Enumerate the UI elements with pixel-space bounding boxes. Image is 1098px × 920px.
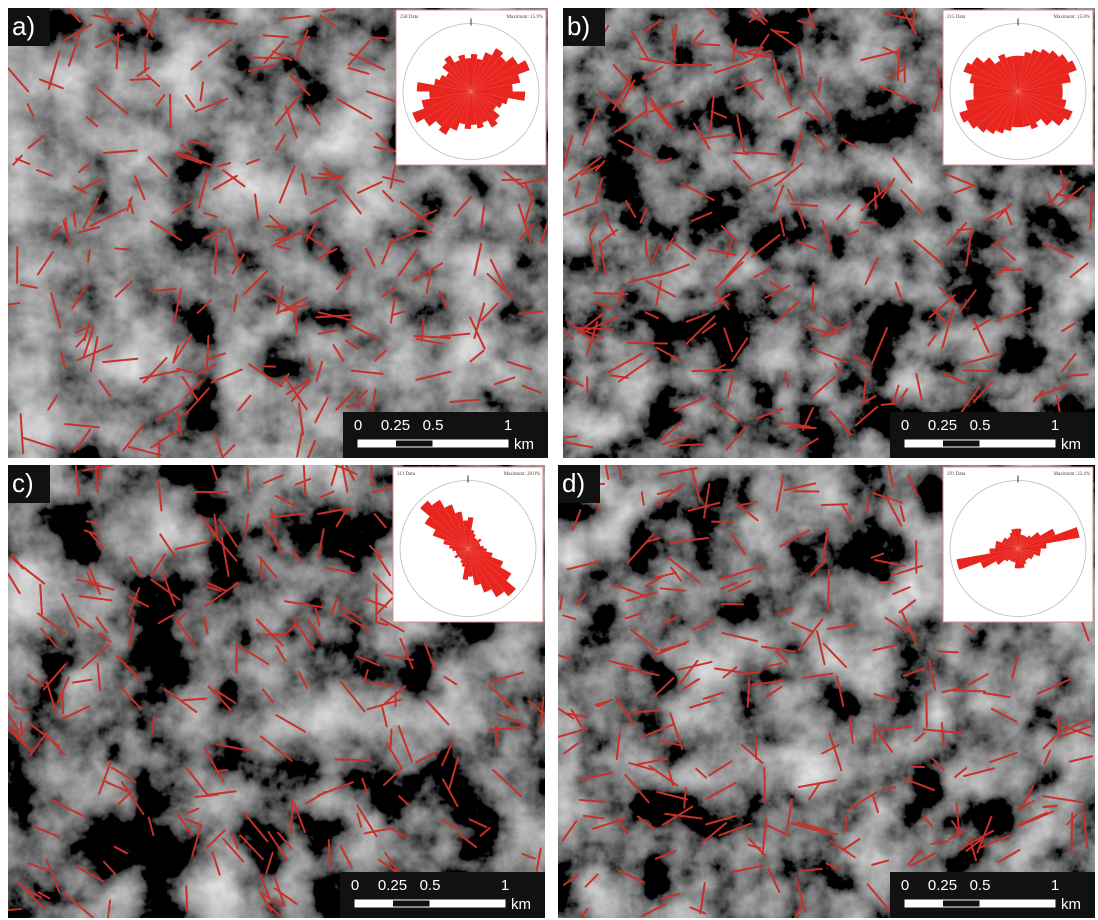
panel-label: a)	[12, 11, 35, 41]
lineament	[372, 37, 386, 38]
scale-label: 0	[354, 417, 362, 434]
lineament	[812, 283, 813, 311]
scale-label: 0	[901, 417, 909, 434]
lineament	[266, 226, 287, 227]
lineament	[938, 651, 958, 652]
panel: b) 215 Data Maximum: 15.8% 0 0.25 0.5 1km	[557, 0, 1095, 458]
scale-label: 1	[1051, 417, 1059, 434]
lineament	[1071, 813, 1072, 851]
panel-label: b)	[567, 11, 590, 41]
lineament	[215, 235, 216, 274]
rose-count: 215 Data	[947, 15, 966, 20]
lineament	[170, 95, 171, 128]
lineament	[789, 427, 816, 428]
scale-label: 0	[901, 877, 909, 894]
scale-segment	[393, 900, 431, 907]
scale-label: 0.5	[970, 417, 991, 434]
lineament	[1003, 269, 1023, 270]
lineament	[594, 293, 628, 294]
lineament	[828, 570, 829, 608]
scale-segment	[358, 440, 396, 447]
panel: d) 291 Data Maximum: 22.4% 0 0.25 0.5 1km	[548, 452, 1095, 920]
scale-segment	[905, 900, 943, 907]
panel: a) 258 Data Maximum: 15.9% 0 0.25 0.5 1km	[1, 0, 548, 474]
lineament	[926, 695, 927, 727]
scale-segment	[396, 440, 434, 447]
scale-segment	[905, 440, 943, 447]
lineament	[329, 840, 330, 868]
lineament	[295, 306, 296, 332]
lineament	[215, 770, 227, 771]
lineament	[880, 582, 893, 583]
lineament	[628, 343, 667, 344]
scale-unit: km	[1061, 896, 1081, 913]
rose-count: 258 Data	[400, 15, 419, 20]
scale-unit: km	[511, 896, 531, 913]
lineament	[1090, 192, 1091, 227]
rose-count: 291 Data	[947, 472, 966, 477]
scale-label: 0.25	[378, 877, 407, 894]
scale-segment	[943, 900, 981, 907]
scale-label: 0.25	[928, 877, 957, 894]
scale-segment	[980, 440, 1055, 447]
rose-maximum: Maximum: 20.0%	[504, 472, 540, 477]
figure: a)258 DataMaximum: 15.9%00.250.51kmb)215…	[0, 0, 1098, 920]
lineament	[822, 504, 848, 505]
panel: c) 311 Data Maximum: 20.0% 0 0.25 0.5 1km	[0, 452, 557, 920]
lineament	[874, 731, 875, 743]
lineament	[875, 193, 876, 209]
scale-segment	[433, 440, 508, 447]
lineament	[62, 692, 63, 713]
scale-label: 1	[504, 417, 512, 434]
lineament	[953, 690, 985, 691]
scale-label: 1	[501, 877, 509, 894]
lineament	[646, 239, 647, 257]
lineament	[312, 178, 342, 179]
lineament	[130, 79, 150, 80]
rose-maximum: Maximum: 15.8%	[1054, 15, 1090, 20]
lineament	[861, 222, 877, 223]
panel-label: d)	[562, 468, 585, 498]
lineament	[1043, 806, 1056, 807]
scale-label: 0.25	[928, 417, 957, 434]
lineament	[251, 57, 290, 58]
lineament	[898, 49, 899, 80]
lineament	[764, 768, 765, 803]
scale-segment	[980, 900, 1055, 907]
scale-segment	[943, 440, 981, 447]
lineament	[291, 800, 292, 833]
scale-unit: km	[514, 436, 534, 453]
scale-label: 0.5	[423, 417, 444, 434]
scale-label: 0	[351, 877, 359, 894]
scale-label: 0.5	[970, 877, 991, 894]
scale-label: 0.5	[420, 877, 441, 894]
lineament	[116, 248, 129, 249]
scale-label: 0.25	[381, 417, 410, 434]
rose-maximum: Maximum: 15.9%	[507, 15, 543, 20]
lineament	[390, 729, 391, 750]
scale-segment	[355, 900, 393, 907]
scale-label: 1	[1051, 877, 1059, 894]
lineament	[186, 886, 187, 911]
scale-unit: km	[1061, 436, 1081, 453]
lineament	[336, 759, 372, 760]
lineament	[957, 229, 970, 230]
rose-count: 311 Data	[397, 472, 416, 477]
rose-maximum: Maximum: 22.4%	[1054, 472, 1090, 477]
panel-label: c)	[12, 468, 34, 498]
lineament	[261, 559, 262, 579]
lineament	[371, 460, 372, 484]
scale-segment	[430, 900, 505, 907]
